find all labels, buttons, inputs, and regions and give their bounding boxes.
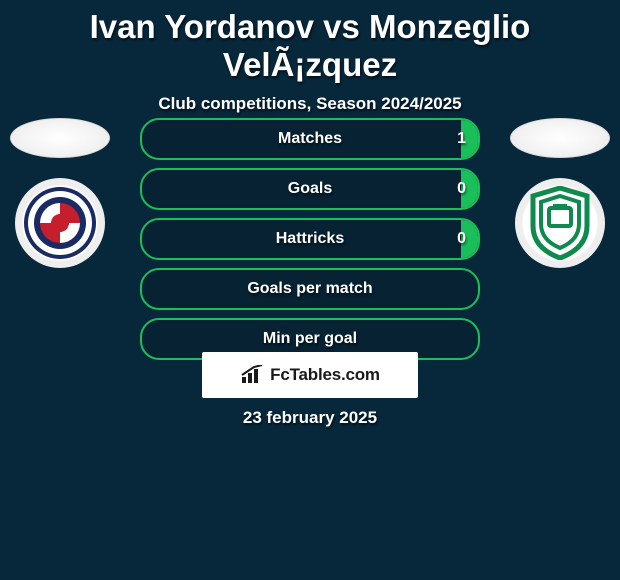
stat-row: Matches1 (140, 118, 480, 160)
right-club-badge (515, 178, 605, 268)
stat-value-right: 0 (457, 220, 466, 258)
stat-label: Goals per match (142, 270, 478, 308)
page-title: Ivan Yordanov vs Monzeglio VelÃ¡zquez (0, 0, 620, 84)
stat-row: Goals0 (140, 168, 480, 210)
right-player-avatar (510, 118, 610, 158)
stat-label: Hattricks (142, 220, 478, 258)
stat-rows: Matches1Goals0Hattricks0Goals per matchM… (140, 118, 480, 368)
promo-text: FcTables.com (270, 365, 380, 385)
subtitle: Club competitions, Season 2024/2025 (0, 94, 620, 114)
left-club-logo (24, 187, 96, 259)
right-player-column (500, 118, 620, 268)
left-player-column (0, 118, 120, 268)
stat-value-right: 1 (457, 120, 466, 158)
right-club-logo (527, 186, 593, 260)
stat-row: Goals per match (140, 268, 480, 310)
stat-row: Hattricks0 (140, 218, 480, 260)
chart-icon (240, 365, 264, 385)
left-player-avatar (10, 118, 110, 158)
left-club-badge (15, 178, 105, 268)
stat-label: Goals (142, 170, 478, 208)
stat-value-right: 0 (457, 170, 466, 208)
date-label: 23 february 2025 (0, 408, 620, 428)
stat-label: Matches (142, 120, 478, 158)
promo-banner[interactable]: FcTables.com (202, 352, 418, 398)
